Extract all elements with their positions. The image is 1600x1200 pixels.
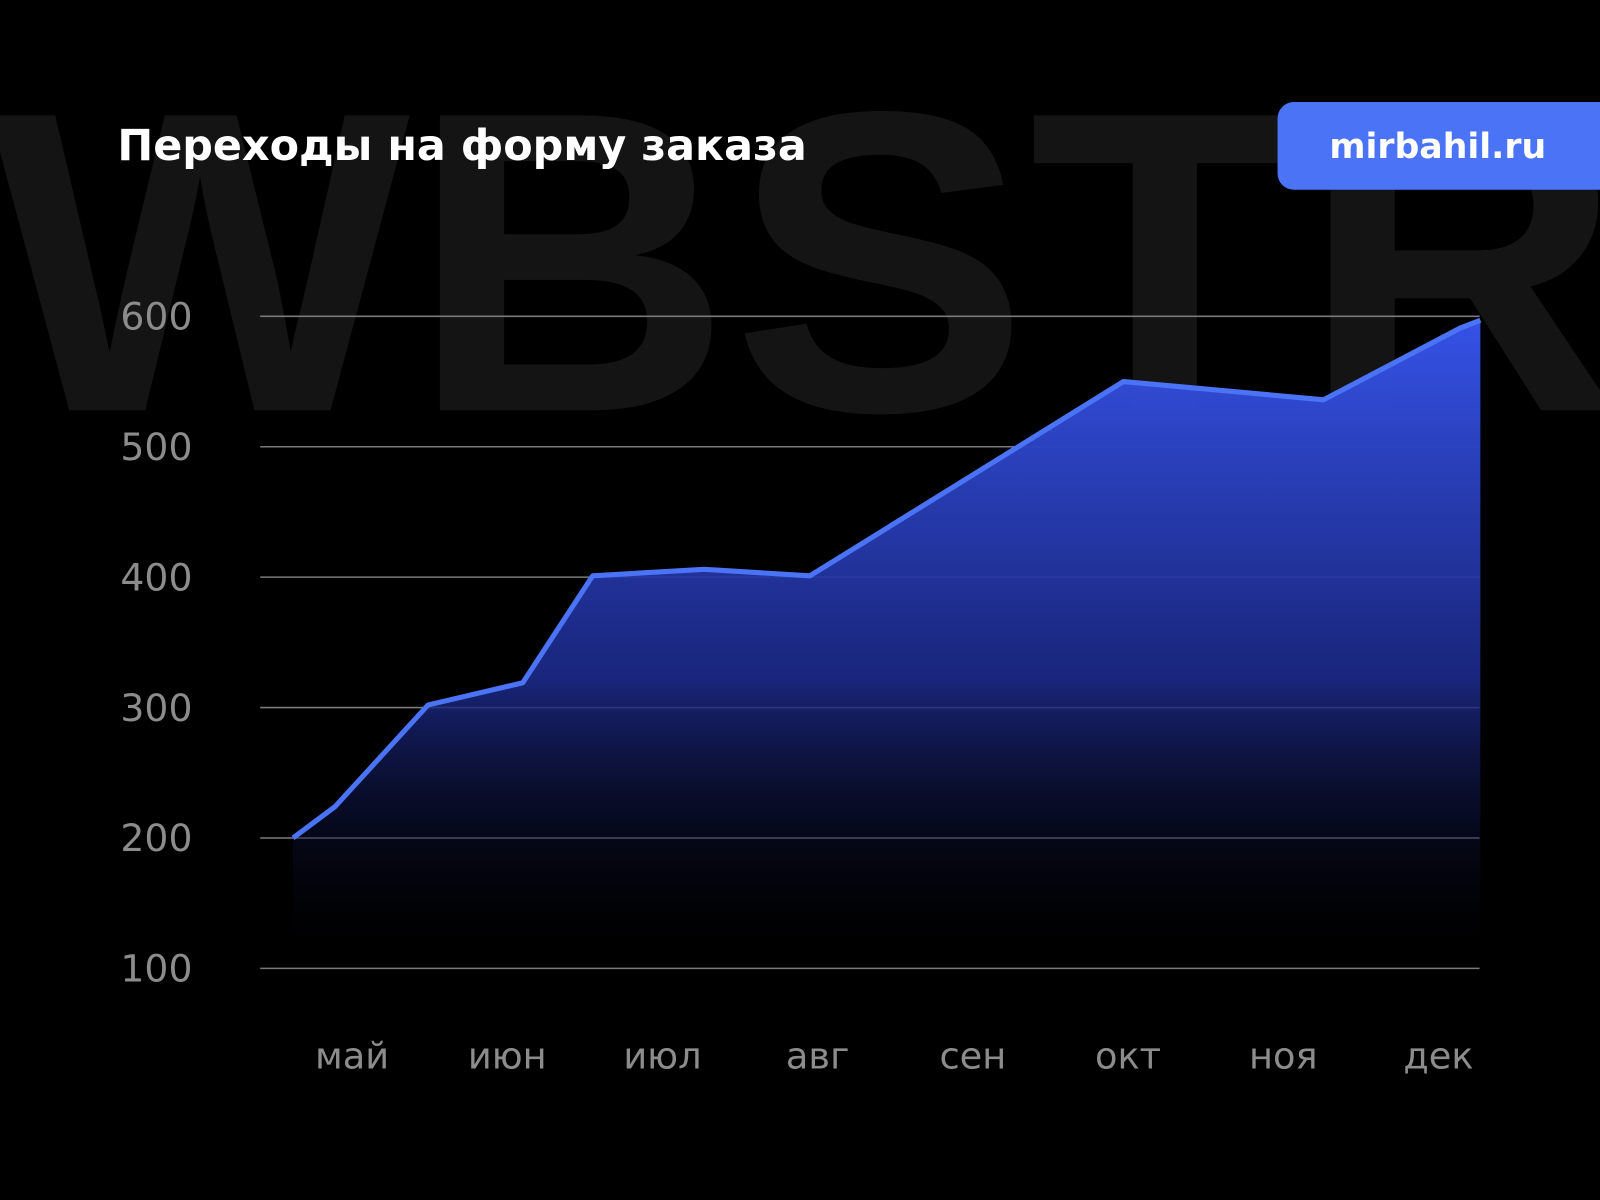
site-badge-background: [1277, 102, 1600, 190]
x-tick-label: ноя: [1249, 1034, 1318, 1077]
chart-title: Переходы на форму заказа: [117, 121, 806, 171]
y-tick-label: 500: [120, 425, 192, 469]
x-tick-label: май: [315, 1034, 389, 1077]
y-tick-label: 300: [120, 686, 192, 730]
site-badge-label[interactable]: mirbahil.ru: [1329, 127, 1546, 167]
y-tick-label: 600: [120, 295, 192, 339]
site-badge[interactable]: mirbahil.ru: [1277, 102, 1600, 190]
x-tick-label: окт: [1095, 1034, 1161, 1077]
x-tick-label: дек: [1403, 1034, 1473, 1077]
x-tick-label: июн: [468, 1034, 547, 1077]
y-tick-label: 200: [120, 816, 192, 860]
x-tick-label: авг: [786, 1034, 849, 1077]
y-tick-label: 100: [120, 947, 192, 991]
y-tick-label: 400: [120, 555, 192, 599]
area-fill: [293, 320, 1481, 969]
x-tick-label: сен: [939, 1034, 1006, 1077]
x-tick-label: июл: [623, 1034, 701, 1077]
